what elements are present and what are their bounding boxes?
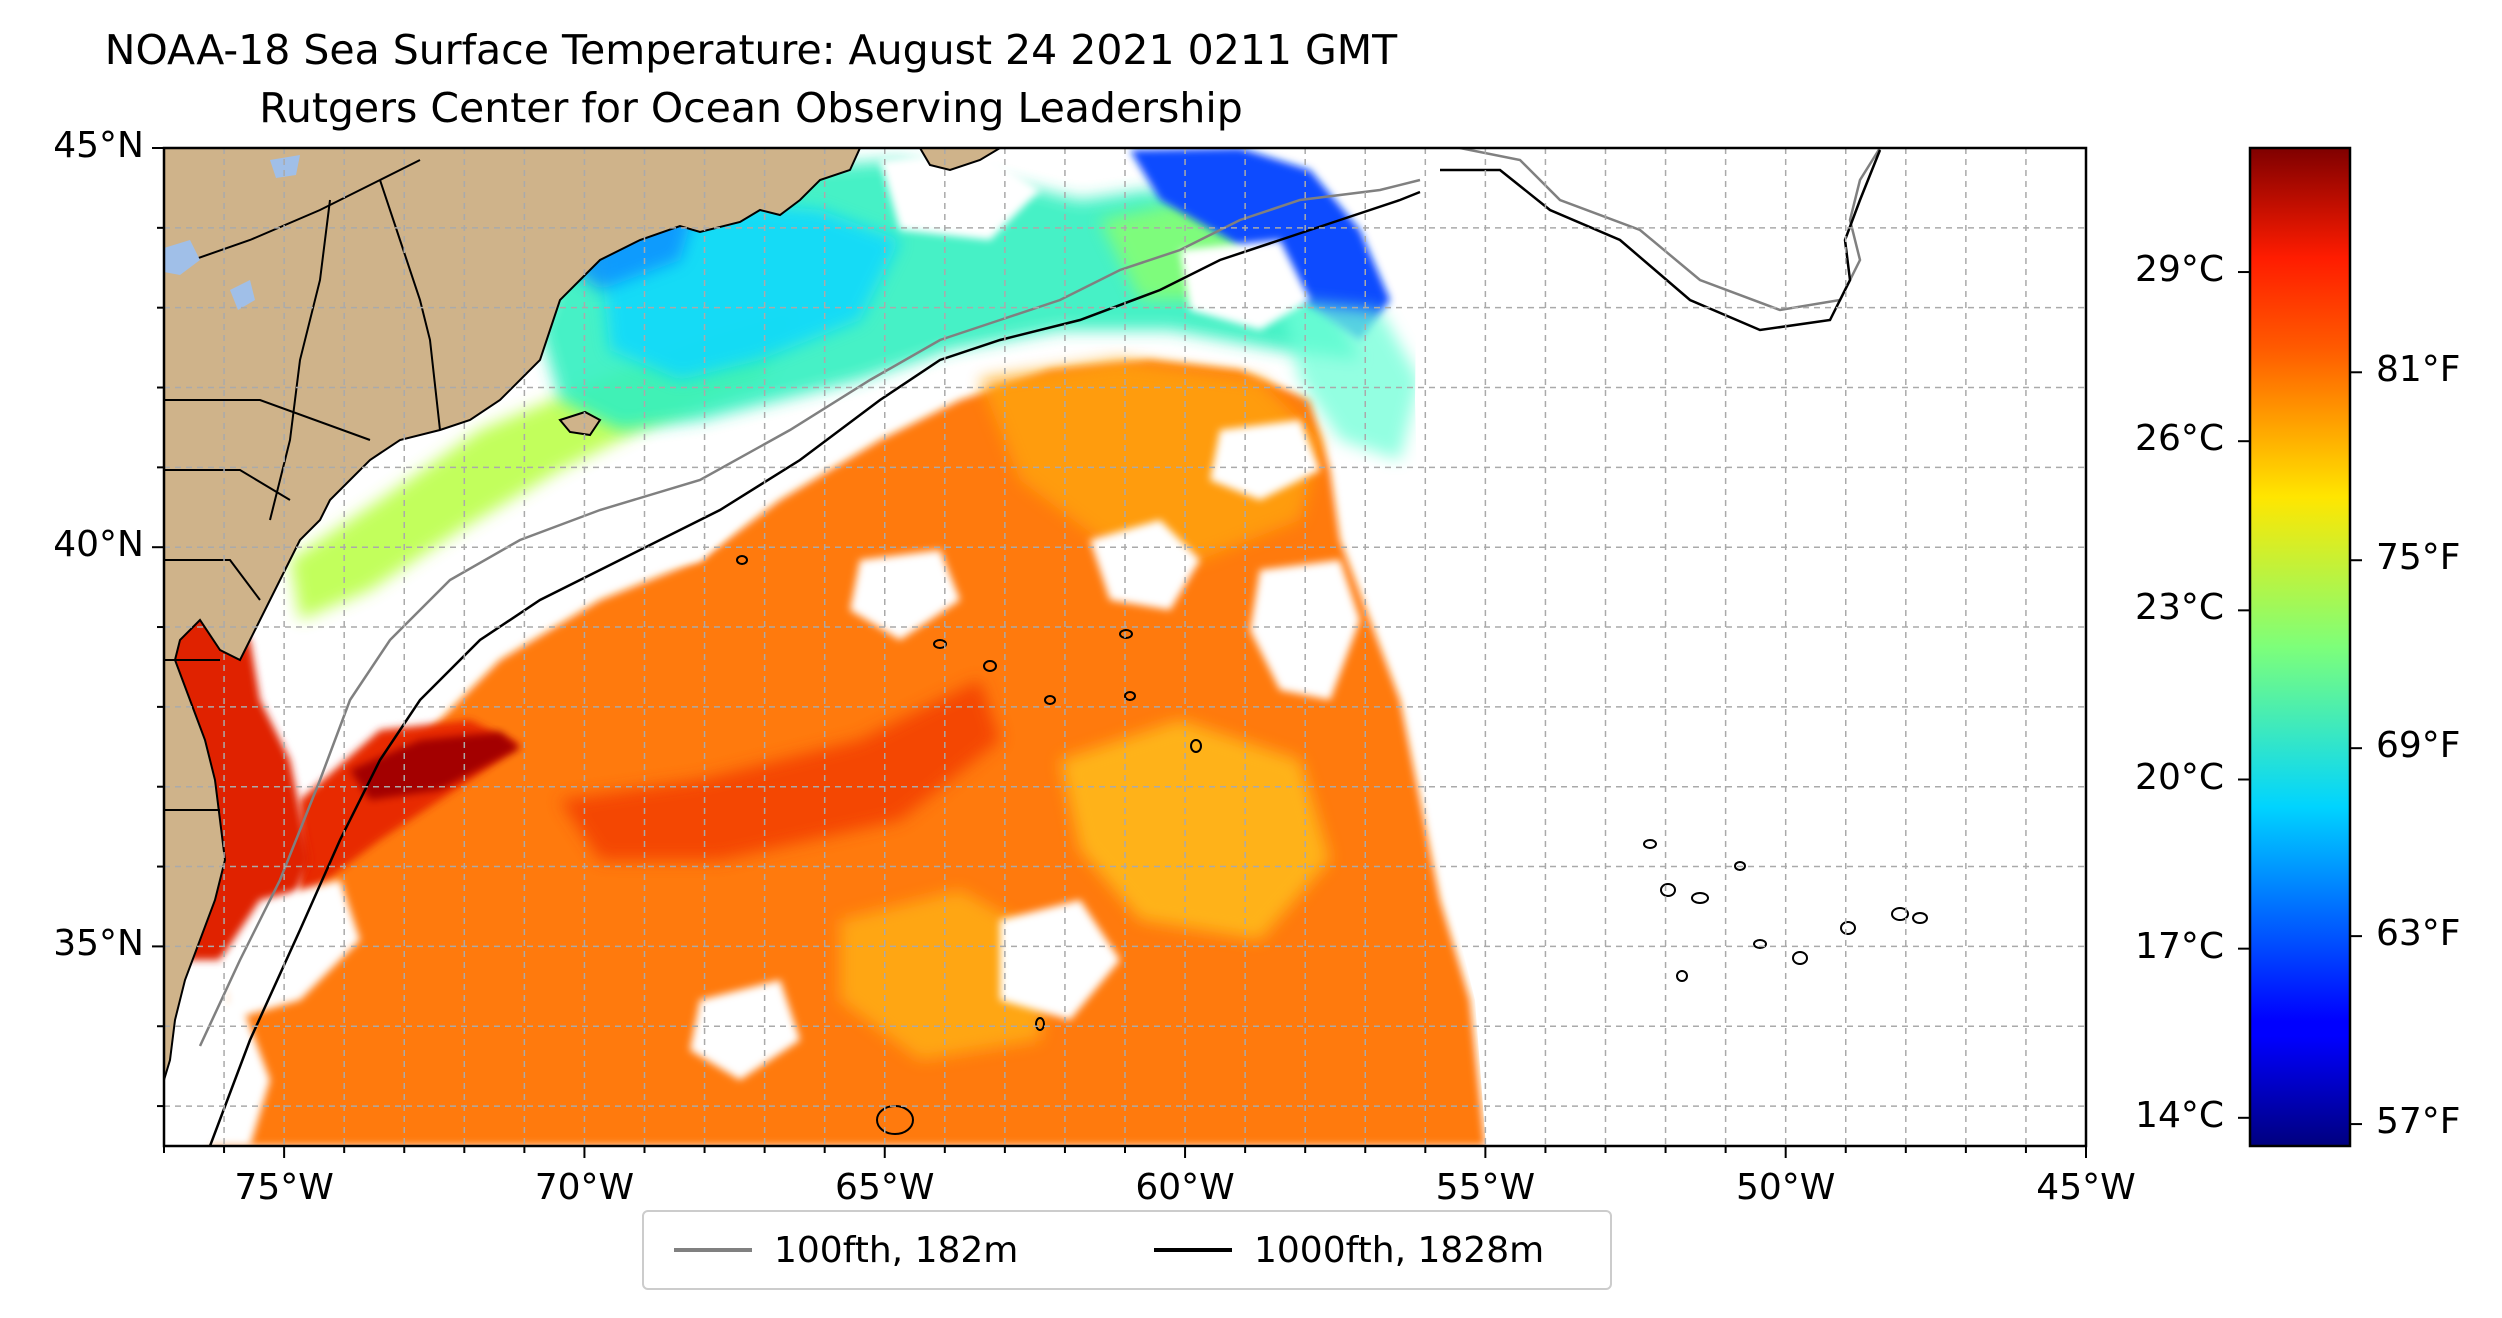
legend-item-1000fth: 1000fth, 1828m [1154, 1229, 1545, 1271]
fahrenheit-tick-label: 69°F [2376, 725, 2461, 767]
cloud-mask-8 [690, 980, 800, 1080]
isobath-100fth-ne [1459, 148, 1882, 312]
legend-item-100fth: 100fth, 182m [674, 1229, 1019, 1271]
sst-layer [164, 148, 2086, 1146]
fahrenheit-tick-label: 81°F [2376, 349, 2461, 391]
cloud-mask-7 [1000, 900, 1120, 1020]
sst-orange-patch [980, 360, 1320, 560]
cloud-mask-11 [880, 150, 1040, 240]
lon-tick-label: 75°W [234, 1167, 334, 1208]
inland-water [164, 155, 300, 310]
legend: 100fth, 182m 1000fth, 1828m [642, 1210, 1612, 1290]
colorbar-ticks [2238, 271, 2362, 1126]
isobath-100fth [198, 178, 1421, 1047]
cloud-mask-12 [1210, 420, 1320, 500]
sst-hot-core-deep [350, 732, 520, 800]
legend-label-100fth: 100fth, 182m [774, 1229, 1019, 1271]
fahrenheit-tick-label: 75°F [2376, 537, 2461, 579]
gridlines [164, 148, 2086, 1146]
legend-swatch-black [1154, 1248, 1232, 1252]
legend-swatch-grey [674, 1248, 752, 1252]
cloud-mask-3 [1250, 560, 1360, 700]
land-nova-scotia [918, 148, 1002, 172]
lon-tick-label: 55°W [1435, 1167, 1536, 1208]
lat-tick-label: 45°N [53, 125, 144, 166]
lon-tick-label: 65°W [835, 1167, 935, 1208]
lat-tick-label: 35°N [53, 923, 144, 965]
fahrenheit-tick-label: 57°F [2376, 1101, 2461, 1143]
sst-hot-core-2 [560, 680, 1000, 860]
cloud-mask-5 [850, 550, 960, 640]
swath-edge-blank [1415, 148, 2086, 1146]
cloud-mask-4 [1090, 520, 1200, 610]
isobath-1000fth [208, 190, 1421, 1146]
cloud-mask-2 [530, 470, 760, 570]
lon-tick-label: 50°W [1735, 1167, 1836, 1208]
lat-tick-label: 40°N [53, 524, 144, 566]
colorbar [2248, 146, 2352, 1148]
lon-tick-label: 45°W [2036, 1167, 2136, 1208]
celsius-tick-label: 23°C [2135, 587, 2224, 629]
state-borders [164, 159, 441, 811]
celsius-tick-label: 20°C [2135, 756, 2224, 798]
celsius-tick-label: 29°C [2135, 249, 2224, 291]
seamounts [736, 555, 1928, 1135]
celsius-tick-label: 26°C [2135, 418, 2224, 460]
isobath-1000fth-ne [1440, 149, 1882, 332]
chart-subtitle: Rutgers Center for Ocean Observing Leade… [259, 84, 1243, 132]
lon-tick-label: 60°W [1135, 1167, 1235, 1208]
chart-title: NOAA-18 Sea Surface Temperature: August … [104, 26, 1398, 74]
sst-light-cyan [1280, 300, 1420, 460]
celsius-tick-label: 17°C [2135, 925, 2224, 967]
cloud-mask-10 [164, 1000, 270, 1146]
sst-yellow-patch [1060, 720, 1330, 940]
fahrenheit-tick-label: 63°F [2376, 913, 2461, 955]
cloud-mask [320, 570, 540, 700]
lon-tick-label: 70°W [534, 1167, 635, 1208]
land-northeast-us [164, 148, 862, 1081]
land-cape-cod [558, 410, 602, 437]
legend-label-1000fth: 1000fth, 1828m [1254, 1229, 1545, 1271]
axis-ticks [152, 147, 2087, 1158]
celsius-tick-label: 14°C [2135, 1094, 2224, 1136]
